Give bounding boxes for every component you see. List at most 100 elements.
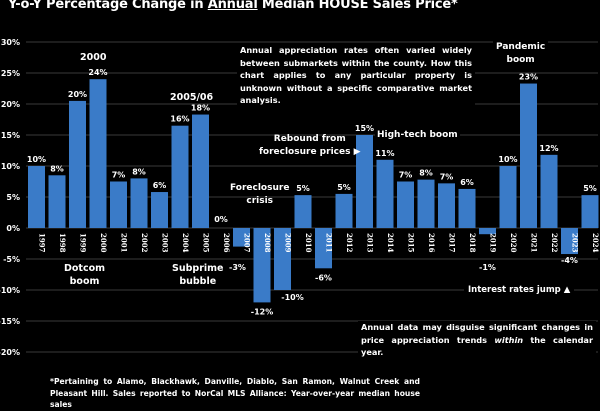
bar-2002 — [131, 178, 148, 228]
x-tick-label: 2022 — [550, 233, 559, 253]
value-label-2022: 12% — [539, 144, 558, 153]
bar-1999 — [69, 101, 86, 228]
value-label-2001: 7% — [112, 171, 126, 180]
value-label-2007: -3% — [229, 263, 246, 272]
x-tick-label: 2000 — [99, 233, 108, 253]
value-label-2002: 8% — [132, 167, 146, 176]
x-tick-2005: 2005 — [202, 233, 211, 253]
annotation-hightech: High-tech boom — [375, 130, 460, 142]
bar-2016 — [418, 180, 435, 228]
x-tick-1998: 1998 — [58, 233, 67, 253]
value-label-2020: 10% — [498, 155, 517, 164]
note-annual-em: within — [494, 335, 523, 345]
rebound-line1: Rebound from — [259, 133, 361, 146]
x-tick-label: 2018 — [468, 233, 477, 253]
bar-1997 — [28, 166, 45, 228]
bar-2014 — [377, 160, 394, 228]
x-tick-2013: 2013 — [366, 233, 375, 253]
value-label-2023: -4% — [561, 256, 578, 265]
value-label-2019: -1% — [479, 263, 496, 272]
x-tick-label: 2010 — [304, 233, 313, 253]
x-tick-2023: 2023 — [571, 233, 580, 253]
value-label-2004: 16% — [170, 115, 189, 124]
value-label-2009: -10% — [281, 293, 303, 302]
y-tick-label: -5% — [3, 255, 20, 264]
dotcom-line2: boom — [64, 276, 105, 289]
y-axis-ticks: 30%25%20%15%10%5%0%-5%-10%-15%-20% — [0, 38, 20, 357]
x-tick-2010: 2010 — [304, 233, 313, 253]
x-tick-2024: 2024 — [591, 233, 600, 253]
x-tick-label: 2011 — [325, 233, 334, 253]
x-tick-label: 2017 — [448, 233, 457, 253]
x-tick-label: 1997 — [38, 233, 47, 253]
x-tick-label: 1998 — [58, 233, 67, 253]
annotation-subprime: Subprime bubble — [172, 263, 224, 288]
subprime-line1: Subprime — [172, 263, 224, 276]
value-label-2008: -12% — [251, 307, 273, 316]
value-label-2012: 5% — [337, 183, 351, 192]
x-tick-label: 2007 — [243, 233, 252, 253]
y-tick-label: 0% — [6, 224, 20, 233]
bar-2000 — [90, 79, 107, 228]
x-tick-2004: 2004 — [181, 233, 190, 253]
x-tick-label: 1999 — [79, 233, 88, 253]
x-tick-label: 2013 — [366, 233, 375, 253]
bar-2005 — [192, 115, 209, 228]
value-label-2014: 11% — [375, 149, 394, 158]
y-tick-label: 20% — [1, 100, 20, 109]
bar-2017 — [438, 183, 455, 228]
foreclosure-line2: crisis — [230, 195, 289, 208]
x-tick-1997: 1997 — [38, 233, 47, 253]
bar-1998 — [49, 175, 66, 228]
bar-2012 — [336, 194, 353, 228]
value-label-2000: 24% — [88, 68, 107, 77]
x-tick-2018: 2018 — [468, 233, 477, 253]
x-tick-2017: 2017 — [448, 233, 457, 253]
x-tick-2002: 2002 — [140, 233, 149, 253]
value-label-1999: 20% — [68, 90, 87, 99]
x-tick-label: 2012 — [345, 233, 354, 253]
x-tick-label: 2002 — [140, 233, 149, 253]
x-tick-2011: 2011 — [325, 233, 334, 253]
annotation-2000: 2000 — [80, 52, 106, 64]
bar-2001 — [110, 182, 127, 229]
x-tick-label: 2015 — [407, 233, 416, 253]
annotation-rebound: Rebound from foreclosure prices ▶ — [259, 133, 361, 159]
bars — [28, 79, 599, 302]
y-tick-label: -10% — [0, 286, 20, 295]
value-label-2024: 5% — [583, 184, 597, 193]
x-tick-2006: 2006 — [222, 233, 231, 253]
y-tick-label: -20% — [0, 348, 20, 357]
x-tick-2000: 2000 — [99, 233, 108, 253]
x-tick-label: 2014 — [386, 233, 395, 253]
x-tick-2014: 2014 — [386, 233, 395, 253]
foreclosure-line1: Foreclosure — [230, 182, 289, 195]
y-tick-label: -15% — [0, 317, 20, 326]
x-tick-label: 2016 — [427, 233, 436, 253]
pandemic-line2: boom — [496, 54, 545, 67]
x-tick-2020: 2020 — [509, 233, 518, 253]
x-tick-label: 2004 — [181, 233, 190, 253]
annotation-2005: 2005/06 — [170, 92, 213, 104]
x-tick-2008: 2008 — [263, 233, 272, 253]
value-label-2006: 0% — [214, 215, 228, 224]
y-tick-label: 25% — [1, 69, 20, 78]
x-tick-2019: 2019 — [489, 233, 498, 253]
value-label-2011: -6% — [315, 273, 332, 282]
x-tick-2021: 2021 — [530, 233, 539, 253]
annotation-interest: Interest rates jump ▲ — [464, 285, 574, 297]
y-tick-label: 30% — [1, 38, 20, 47]
x-tick-2022: 2022 — [550, 233, 559, 253]
x-tick-2009: 2009 — [284, 233, 293, 253]
x-tick-2003: 2003 — [161, 233, 170, 253]
x-tick-label: 2019 — [489, 233, 498, 253]
x-tick-label: 2024 — [591, 233, 600, 253]
value-label-2010: 5% — [296, 184, 310, 193]
annotation-dotcom: Dotcom boom — [64, 263, 105, 288]
note-box-annual: Annual data may disguise significant cha… — [358, 321, 596, 359]
bar-2003 — [151, 192, 168, 228]
y-tick-label: 15% — [1, 131, 20, 140]
value-label-2018: 6% — [460, 178, 474, 187]
bar-2020 — [500, 166, 517, 228]
bar-2004 — [172, 126, 189, 228]
